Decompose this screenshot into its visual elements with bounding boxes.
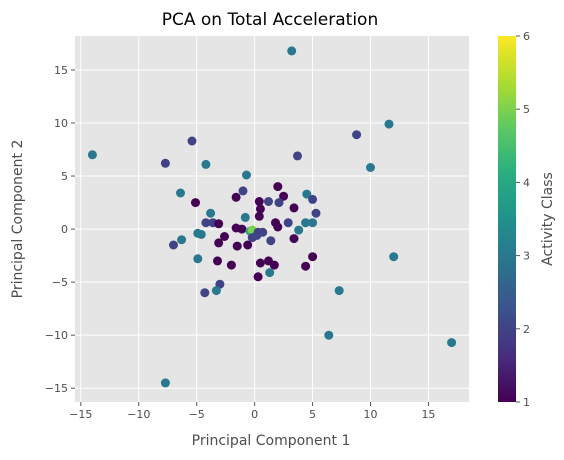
data-point — [308, 194, 318, 204]
colorbar-tick-label: 3 — [523, 250, 530, 263]
data-point — [269, 260, 279, 270]
colorbar-tick-label: 6 — [523, 30, 530, 43]
y-tick-label: −15 — [45, 382, 68, 395]
data-point — [287, 46, 297, 56]
data-point — [283, 218, 293, 228]
x-tick-label: −10 — [127, 408, 150, 421]
x-tick-label: −15 — [69, 408, 92, 421]
data-point — [200, 288, 210, 298]
data-point — [160, 158, 170, 168]
data-point — [226, 260, 236, 270]
data-point — [214, 238, 224, 248]
data-point — [302, 189, 312, 199]
data-point — [255, 258, 265, 268]
data-point — [169, 240, 178, 250]
data-point — [87, 150, 97, 160]
data-point — [211, 286, 221, 296]
x-tick-label: 10 — [364, 408, 378, 421]
x-tick-label: −5 — [189, 408, 205, 421]
data-point — [311, 208, 321, 218]
data-point — [254, 197, 264, 206]
data-point — [384, 119, 394, 129]
data-point — [201, 218, 211, 228]
data-point — [213, 256, 222, 266]
data-point — [196, 229, 206, 239]
data-point — [255, 204, 265, 214]
data-point — [242, 170, 251, 180]
data-point — [177, 235, 187, 245]
data-point — [160, 378, 170, 388]
data-point — [279, 191, 289, 201]
y-tick-label: 0 — [61, 223, 68, 236]
data-point — [193, 254, 203, 264]
y-tick-label: −10 — [45, 329, 68, 342]
colorbar — [498, 36, 516, 402]
plot-area — [75, 36, 469, 402]
data-point — [238, 186, 248, 196]
data-point — [308, 252, 318, 262]
data-point — [447, 338, 457, 348]
y-axis-label: Principal Component 2 — [10, 140, 26, 299]
data-point — [252, 230, 262, 240]
data-point — [201, 159, 211, 169]
colorbar-tick-label: 1 — [523, 396, 530, 409]
data-point — [237, 224, 247, 234]
data-point — [334, 286, 344, 296]
data-point — [220, 232, 229, 241]
colorbar-tick-label: 2 — [523, 323, 530, 336]
data-point — [274, 198, 284, 208]
data-point — [253, 272, 263, 282]
data-point — [273, 182, 283, 192]
colorbar-tick-label: 5 — [523, 103, 530, 116]
data-point — [240, 212, 250, 222]
data-point — [176, 188, 185, 198]
data-point — [324, 330, 334, 340]
data-point — [301, 218, 311, 228]
x-axis-label: Principal Component 1 — [192, 433, 351, 449]
y-axis-ticks: −15 −10 −5 0 5 10 15 — [45, 64, 75, 395]
data-point — [273, 222, 283, 232]
data-point — [254, 211, 264, 221]
data-point — [294, 225, 304, 235]
x-axis-ticks: −15 −10 −5 0 5 10 15 — [69, 402, 435, 421]
x-tick-label: 5 — [309, 408, 316, 421]
x-tick-label: 15 — [421, 408, 435, 421]
data-points — [87, 46, 457, 388]
colorbar-label: Activity Class — [540, 172, 556, 266]
y-tick-label: −5 — [52, 276, 68, 289]
y-tick-label: 5 — [61, 170, 68, 183]
colorbar-ticks: 1 2 3 4 5 6 — [516, 30, 530, 409]
y-tick-label: 15 — [54, 64, 68, 77]
data-point — [232, 241, 242, 251]
x-tick-label: 0 — [251, 408, 258, 421]
data-point — [289, 234, 299, 244]
data-point — [389, 252, 399, 262]
y-tick-label: 10 — [54, 117, 68, 130]
data-point — [187, 136, 197, 146]
data-point — [289, 203, 299, 213]
chart-title: PCA on Total Acceleration — [162, 10, 378, 30]
data-point — [231, 192, 241, 202]
data-point — [301, 261, 311, 271]
data-point — [293, 151, 302, 161]
colorbar-tick-label: 4 — [523, 176, 530, 189]
data-point — [366, 163, 375, 172]
data-point — [191, 198, 200, 208]
data-point — [265, 268, 275, 278]
data-point — [264, 197, 273, 206]
data-point — [206, 208, 216, 218]
data-point — [243, 240, 253, 250]
data-point — [352, 130, 362, 140]
data-point — [214, 219, 224, 229]
data-point — [308, 218, 318, 228]
data-point — [266, 236, 276, 246]
